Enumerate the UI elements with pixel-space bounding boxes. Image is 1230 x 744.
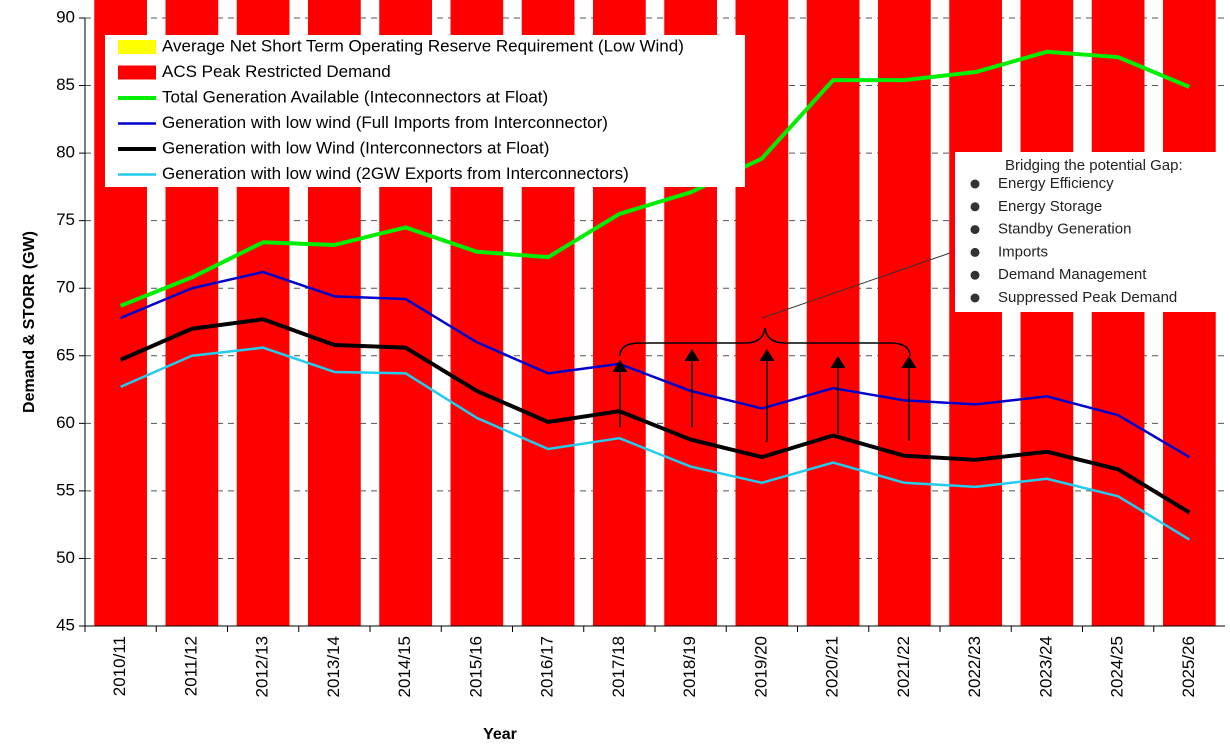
bar [806,0,860,626]
y-tick-label: 55 [56,480,75,499]
y-tick-label: 70 [56,278,75,297]
y-tick-label: 75 [56,210,75,229]
y-tick-label: 80 [56,143,75,162]
x-tick-label: 2015/16 [466,636,485,697]
annotation-item: Suppressed Peak Demand [998,289,1177,306]
line-series [119,49,1191,308]
x-tick-label: 2020/21 [823,636,842,697]
x-axis-title: Year [483,726,517,743]
x-tick-label: 2017/18 [609,636,628,697]
bar [878,0,931,626]
annotation-item: Standby Generation [998,221,1131,238]
x-tick-label: 2018/19 [680,636,699,697]
x-tick-label: 2014/15 [395,636,414,697]
pointer [761,252,951,319]
line-series [119,317,1191,515]
bullet [970,179,980,189]
x-tick-label: 2010/11 [110,636,129,696]
x-tick-label: 2021/22 [894,636,913,697]
legend-label: Total Generation Available (Inteconnecto… [162,87,548,106]
x-tick-label: 2022/23 [965,636,984,697]
annotation-item: Demand Management [998,266,1147,283]
annotation-item: Imports [998,243,1048,260]
x-tick-label: 2019/20 [751,636,770,697]
y-tick-label: 60 [56,413,75,432]
legend-label: Generation with low wind (2GW Exports fr… [162,164,629,183]
y-tick-label: 50 [56,548,75,567]
bar [1091,0,1145,627]
bullet [970,270,980,280]
bar [949,0,1002,627]
x-tick-label: 2013/14 [324,636,343,697]
annotation-title: Bridging the potential Gap: [1005,157,1183,174]
legend-label: ACS Peak Restricted Demand [162,62,391,81]
y-axis-title: Demand & STORR (GW) [21,231,38,413]
bullet [970,247,980,257]
brace [619,327,911,357]
legend-bg [105,35,745,187]
bar [1163,0,1216,627]
x-tick-label: 2024/25 [1108,636,1127,697]
annotation-item: Energy Storage [998,198,1102,215]
bullet [970,225,980,235]
x-tick-label: 2025/26 [1179,636,1198,697]
annotation-bg [955,152,1227,312]
x-tick-label: 2023/24 [1036,636,1055,697]
bullet [970,202,980,212]
line-series [120,270,1191,459]
y-tick-label: 65 [56,345,75,364]
x-tick-label: 2011/12 [181,636,200,696]
legend-label: Generation with low Wind (Interconnector… [162,138,549,157]
legend-swatch [118,40,156,54]
annotation-item: Energy Efficiency [998,175,1114,192]
y-tick-label: 85 [56,75,75,94]
legend-swatch [118,65,156,80]
bar [1020,0,1074,626]
x-tick-label: 2012/13 [253,636,272,697]
legend-label: Average Net Short Term Operating Reserve… [162,36,684,55]
y-tick-label: 45 [56,615,75,634]
y-tick-label: 90 [56,7,75,26]
bullet [970,293,980,303]
line-series [120,346,1191,541]
x-tick-label: 2016/17 [538,636,557,697]
legend-label: Generation with low wind (Full Imports f… [162,113,608,132]
